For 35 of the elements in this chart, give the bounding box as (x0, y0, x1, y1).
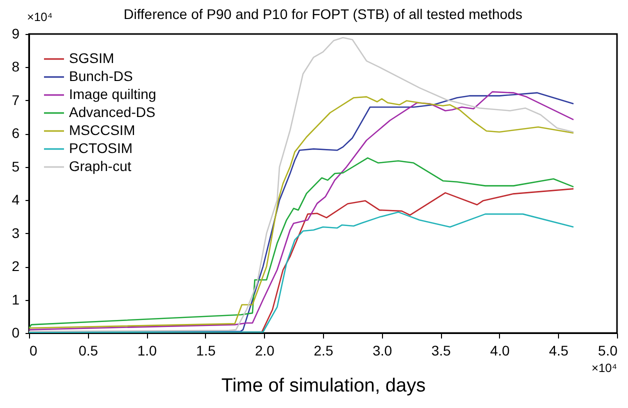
text: ×10⁴ (591, 361, 617, 375)
x-tick-label: 1.5 (196, 342, 216, 358)
y-tick-label: 5 (12, 158, 20, 174)
y-tick-label: 0 (12, 324, 20, 340)
x-axis-title: Time of simulation, days (221, 376, 426, 396)
legend-label: Bunch-DS (69, 68, 133, 84)
x-tick-label: 4.0 (490, 342, 510, 358)
y-tick-label: 1 (12, 291, 20, 308)
line-series (29, 211, 574, 333)
x-tick-label: 3.0 (372, 342, 392, 358)
legend-label: Advanced-DS (69, 104, 156, 120)
legend-label: PCTOSIM (69, 140, 133, 156)
x-tick-label: 2.5 (314, 342, 334, 358)
y-tick-label: 3 (12, 224, 20, 241)
text: ×10⁴ (27, 10, 53, 24)
legend-label: MSCCSIM (69, 122, 136, 138)
x-tick-label: 0 (30, 342, 38, 358)
chart-title: Difference of P90 and P10 for FOPT (STB) of all tested methods (124, 6, 522, 22)
legend-label: SGSIM (69, 50, 114, 66)
y-tick-label: 4 (12, 192, 20, 208)
x-tick-label: 4.5 (548, 342, 569, 358)
y-tick-label: 8 (12, 58, 20, 75)
x-tick-label: 2.0 (254, 342, 275, 358)
line-series (29, 157, 574, 329)
y-tick-label: 2 (12, 258, 20, 274)
y-tick-label: 9 (12, 26, 20, 42)
y-tick-label: 7 (12, 92, 20, 108)
x-tick-label: 1.0 (137, 342, 158, 358)
y-tick-label: 6 (12, 125, 20, 142)
line-series (29, 37, 574, 332)
x-tick-label: 0.5 (78, 342, 98, 358)
x-tick-label: 5.0 (598, 342, 618, 358)
legend-label: Image quilting (69, 86, 156, 102)
legend-label: Graph-cut (69, 158, 132, 174)
x-tick-label: 3.5 (431, 342, 452, 358)
